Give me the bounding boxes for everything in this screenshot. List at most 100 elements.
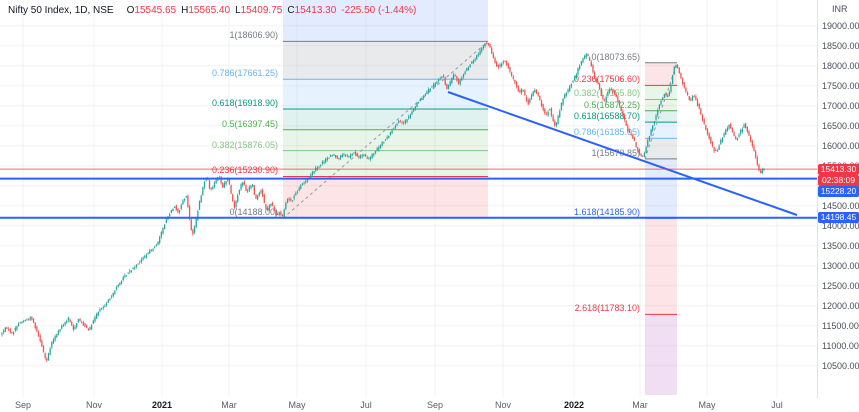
high-value: 15565.40 xyxy=(188,5,231,16)
candle-body xyxy=(338,157,340,159)
candle-body xyxy=(318,166,320,168)
candle-body xyxy=(115,287,118,290)
candle-body xyxy=(391,130,393,134)
candle-body xyxy=(59,329,61,332)
fib-level-label: 0.5(16397.45) xyxy=(221,118,278,129)
candle-body xyxy=(750,136,752,142)
candle-body xyxy=(9,329,11,333)
candle-body xyxy=(652,125,654,131)
candle-body xyxy=(1,333,3,335)
fib-band xyxy=(645,138,677,159)
candle-body xyxy=(333,154,335,156)
price-axis[interactable]: INR 19000.00 18500.00 18000.00 17500.00 1700… xyxy=(818,0,859,398)
time-axis[interactable]: Sep Nov 2021 Mar May Jul Sep Nov 2022 Mar May Jul xyxy=(0,398,859,412)
fib-level-label: 0.236(15230.90) xyxy=(211,165,278,176)
time-tick-year: 2022 xyxy=(563,400,585,410)
candle-body xyxy=(159,236,161,243)
candle-body xyxy=(72,325,75,330)
candle-body xyxy=(261,189,264,197)
candle-body xyxy=(256,195,259,200)
candle-body xyxy=(17,323,20,326)
symbol-title[interactable]: Nifty 50 Index, 1D, NSE xyxy=(8,5,114,16)
candle-body xyxy=(471,61,473,64)
candle-body xyxy=(341,154,343,157)
candle-body xyxy=(275,210,277,216)
candle-body xyxy=(454,75,456,77)
candle-body xyxy=(54,336,56,341)
price-tick-label: 12000.00 xyxy=(822,300,859,311)
candle-body xyxy=(310,174,312,178)
candle-body xyxy=(331,155,333,157)
candle-body xyxy=(220,176,222,184)
candle-body xyxy=(736,138,739,141)
candle-body xyxy=(157,241,159,245)
candle-body xyxy=(416,102,418,108)
candle-body xyxy=(422,96,425,99)
candle-body xyxy=(208,180,211,189)
candle-body xyxy=(487,43,490,45)
candle-body xyxy=(751,140,753,146)
candle-body xyxy=(477,53,480,56)
candle-body xyxy=(263,194,265,204)
candle-body xyxy=(522,90,524,92)
candle-body xyxy=(154,246,156,248)
candle-body xyxy=(507,63,509,69)
candle-body xyxy=(39,335,41,342)
price-tick-label: 16500.00 xyxy=(822,120,859,131)
candle-body xyxy=(436,82,438,84)
fib-level-label: 0(14188.00) xyxy=(229,207,278,218)
candle-body xyxy=(675,65,677,68)
fib-trend-dashed-line[interactable] xyxy=(644,62,678,160)
candle-body xyxy=(567,89,569,93)
candle-body xyxy=(668,92,670,97)
candle-body xyxy=(725,129,727,135)
candle-body xyxy=(210,187,212,190)
candle-body xyxy=(547,111,549,116)
fib-level-label: 0.236(17506.60) xyxy=(573,74,640,85)
candle-body xyxy=(432,84,435,88)
candle-body xyxy=(509,67,511,72)
fib-band xyxy=(283,0,488,42)
candle-body xyxy=(612,89,614,93)
candle-body xyxy=(321,161,324,164)
candle-body xyxy=(67,317,70,321)
hline-price-badge[interactable]: 14198.45 xyxy=(818,212,859,224)
candle-body xyxy=(690,98,692,101)
candle-body xyxy=(588,57,591,61)
candle-body xyxy=(622,110,624,117)
candle-body xyxy=(109,299,111,301)
candle-body xyxy=(183,199,186,201)
candle-body xyxy=(222,183,224,188)
candle-body xyxy=(579,65,581,69)
trend-line[interactable] xyxy=(447,91,798,216)
candle-body xyxy=(598,83,601,89)
candle-body xyxy=(633,137,636,141)
hline-price-badge[interactable]: 15228.20 xyxy=(818,185,859,197)
candle-body xyxy=(232,194,234,202)
fib-level-label: 1(15670.85) xyxy=(591,147,640,158)
candle-body xyxy=(242,182,244,186)
candle-body xyxy=(710,137,712,144)
candle-body xyxy=(534,90,536,93)
candle-body xyxy=(653,121,656,125)
candle-body xyxy=(479,50,481,55)
candle-body xyxy=(26,319,28,321)
candle-body xyxy=(520,88,523,94)
candle-body xyxy=(47,353,50,361)
candle-body xyxy=(758,164,760,171)
time-tick-year: 2021 xyxy=(151,400,173,410)
candle-body xyxy=(295,193,297,196)
candle-body xyxy=(97,312,99,316)
price-tick-label: 12500.00 xyxy=(822,280,859,291)
candle-body xyxy=(36,326,38,332)
low-value: 15409.75 xyxy=(240,5,283,16)
candle-body xyxy=(716,150,719,152)
candle-body xyxy=(442,75,445,78)
candle-body xyxy=(42,346,45,352)
candle-body xyxy=(37,331,40,337)
candle-body xyxy=(693,95,695,97)
candle-body xyxy=(618,100,621,106)
candle-body xyxy=(87,328,89,330)
candle-body xyxy=(81,321,83,323)
